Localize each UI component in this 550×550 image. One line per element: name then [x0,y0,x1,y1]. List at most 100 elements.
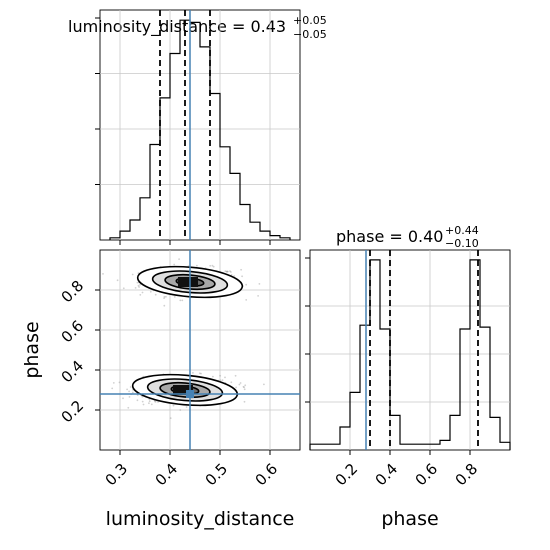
scatter-point [238,383,241,386]
scatter-point [233,275,236,277]
scatter-point [154,400,157,403]
phase-title-sup: +0.44 [445,224,479,237]
x-tick-label: 0.4 [152,460,182,490]
scatter-point [127,406,130,409]
density-panel [99,249,301,451]
x-tick-label: 0.2 [332,460,362,490]
scatter-point [235,386,238,389]
scatter-point [138,286,141,288]
scatter-point [229,270,231,272]
scatter-point [209,264,212,267]
scatter-point [179,409,182,411]
scatter-point [225,270,228,273]
scatter-point [139,294,142,296]
luminosity-distance-histogram-panel [99,9,301,241]
scatter-point [257,295,259,297]
scatter-point [112,382,115,384]
scatter-point [243,386,246,389]
scatter-point [244,384,247,387]
scatter-point [116,279,119,282]
scatter-point [122,397,124,400]
phase-histogram [309,259,511,450]
scatter-point [134,287,137,289]
scatter-point [219,374,222,377]
y-tick-label: 0.4 [58,357,88,387]
scatter-point [128,390,131,393]
luminosity-distance-title-sub: −0.05 [293,28,327,41]
scatter-point [173,263,176,266]
truth-marker [186,390,194,398]
scatter-point [139,283,142,286]
phase-title-sub: −0.10 [445,237,479,250]
scatter-point [178,258,181,260]
scatter-point [122,287,125,290]
scatter-point [154,400,156,403]
luminosity-distance-title: luminosity_distance = 0.43 [68,17,286,37]
scatter-point [239,382,242,384]
x-tick-label: 0.8 [452,460,482,490]
scatter-point [185,406,188,408]
y-tick-label: 0.2 [58,397,88,427]
scatter-point [163,295,166,298]
scatter-point [242,385,245,388]
scatter-point [224,376,226,379]
scatter-point [196,264,198,267]
scatter-point [137,284,140,287]
scatter-point [148,402,150,405]
scatter-point [243,400,246,403]
scatter-point [224,270,227,273]
scatter-point [226,270,229,273]
scatter-point [212,265,215,268]
scatter-point [136,399,139,402]
x-tick-label: 0.4 [372,460,402,490]
scatter-point [172,404,175,407]
x-axis-label-luminosity-distance: luminosity_distance [106,508,295,530]
phase-title: phase = 0.40 [336,227,443,246]
x-tick-label: 0.6 [252,460,282,490]
scatter-point [126,388,128,391]
x-tick-label: 0.5 [202,460,232,490]
x-tick-label: 0.3 [102,460,132,490]
x-axis-label-phase: phase [381,508,438,530]
y-tick-label: 0.8 [58,277,88,307]
scatter-point [141,400,144,403]
scatter-point [225,270,228,273]
scatter-point [179,299,182,302]
luminosity-distance-histogram [109,19,291,240]
y-axis-label-phase: phase [21,321,43,378]
scatter-point [230,381,233,384]
scatter-point [129,386,132,388]
scatter-point [154,293,157,296]
scatter-point [212,375,214,378]
y-tick-label: 0.6 [58,317,88,347]
scatter-point [241,275,244,278]
scatter-point [128,396,131,398]
scatter-point [136,281,139,284]
scatter-point [198,372,201,375]
scatter-point [149,290,152,293]
scatter-point [111,387,114,390]
scatter-point [226,270,229,273]
scatter-point [200,372,202,375]
density-core [173,385,193,395]
scatter-point [245,299,248,301]
scatter-point [258,283,261,285]
scatter-point [211,264,214,267]
scatter-point [165,295,167,298]
scatter-point [245,283,248,286]
scatter-point [148,400,151,403]
phase-histogram-panel [309,249,511,451]
x-tick-label: 0.6 [412,460,442,490]
scatter-point [234,374,237,377]
scatter-point [263,383,265,386]
scatter-point [150,403,153,406]
scatter-point [243,388,246,391]
scatter-point [173,296,176,298]
scatter-point [230,271,232,273]
scatter-point [163,304,166,307]
scatter-point [141,395,144,398]
scatter-point [163,297,166,299]
scatter-point [157,401,159,403]
scatter-point [240,268,243,271]
